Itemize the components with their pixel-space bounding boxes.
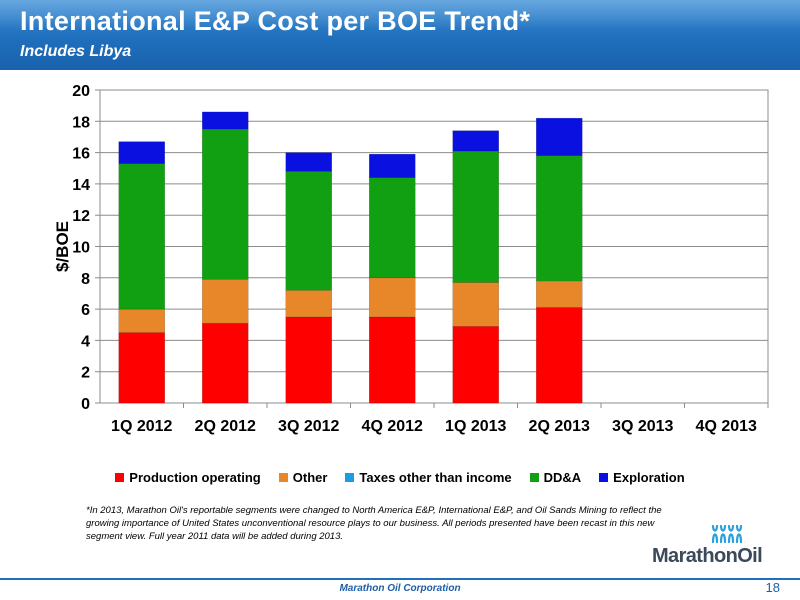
bar-segment-production-operating: [202, 322, 249, 404]
legend-swatch: [599, 472, 609, 482]
bar-segment-exploration: [202, 111, 249, 130]
wave-logo-icon: [711, 524, 742, 544]
x-category-label: 2Q 2012: [195, 418, 256, 435]
bar-segment-exploration: [452, 130, 499, 152]
bar-segment-other: [452, 282, 499, 327]
y-tick-label: 6: [81, 302, 90, 319]
legend-label: Taxes other than income: [359, 469, 512, 485]
legend-swatch: [345, 472, 355, 482]
legend-swatch: [529, 472, 539, 482]
footer-company: Marathon Oil Corporation: [339, 583, 461, 594]
chart-legend: Production operating Other Taxes other tha…: [0, 468, 800, 486]
bar-segment-other: [369, 277, 416, 318]
company-logo: MarathonOil: [648, 522, 788, 572]
stacked-bar-chart: 0 2 4 6 8 10 12 14 16 18 20 $/BOE 1Q 2012 2Q 2012 3Q 2…: [53, 83, 769, 435]
legend-item: DD&A: [529, 469, 582, 485]
bar-segment-production-operating: [536, 307, 583, 404]
legend-item: Other: [278, 469, 328, 485]
y-tick-label: 10: [72, 240, 90, 257]
legend-item: Exploration: [599, 470, 685, 485]
bar-segment-other: [118, 308, 165, 333]
legend-label: Other: [292, 469, 328, 485]
y-tick-label: 18: [72, 114, 90, 131]
bar-segment-exploration: [536, 117, 583, 156]
bar-segment-dd-a: [118, 163, 165, 310]
bar-segment-other: [536, 280, 583, 308]
x-category-label: 2Q 2013: [529, 418, 590, 435]
footnote: *In 2013, Marathon Oil's reportable segm…: [86, 505, 662, 542]
y-tick-label: 14: [72, 177, 90, 194]
legend-item: Taxes other than income: [345, 469, 512, 485]
y-tick-label: 16: [72, 146, 90, 163]
bar-segment-dd-a: [285, 171, 332, 291]
title-banner: International E&P Cost per BOE Trend* In…: [0, 0, 800, 70]
legend-swatch: [278, 472, 288, 482]
slide-subtitle: Includes Libya: [20, 43, 132, 60]
y-tick-label: 4: [81, 333, 90, 350]
bar-segment-production-operating: [452, 326, 499, 404]
bar-segment-exploration: [285, 152, 332, 172]
bar-segment-exploration: [118, 141, 165, 164]
y-tick-label: 20: [72, 83, 90, 100]
bar-segment-production-operating: [118, 332, 165, 404]
x-category-label: 3Q 2013: [612, 418, 673, 435]
x-category-label: 3Q 2012: [278, 418, 339, 435]
title-banner-highlight: [0, 0, 800, 30]
bar-segment-exploration: [369, 153, 416, 178]
x-category-label: 4Q 2012: [362, 418, 423, 435]
y-tick-label: 2: [81, 365, 90, 382]
x-category-label: 1Q 2013: [445, 418, 506, 435]
footer: Marathon Oil Corporation 18: [0, 578, 800, 600]
bar-segment-other: [202, 279, 249, 324]
x-category-label: 4Q 2013: [696, 418, 757, 435]
y-tick-label: 0: [81, 396, 90, 413]
legend-label: Exploration: [613, 469, 685, 485]
bar-segment-other: [285, 290, 332, 318]
legend-swatch: [115, 472, 125, 482]
bar-segment-dd-a: [536, 155, 583, 282]
legend-label: Production operating: [129, 469, 261, 485]
legend-label: DD&A: [543, 469, 582, 485]
y-tick-label: 8: [81, 271, 90, 288]
legend-item: Production operating: [115, 469, 261, 485]
bar-segment-production-operating: [285, 316, 332, 404]
page-number: 18: [765, 580, 780, 595]
logo-wordmark: MarathonOil: [652, 545, 763, 567]
footer-rule: [0, 578, 800, 580]
slide-title: International E&P Cost per BOE Trend*: [20, 6, 531, 36]
bar-segment-dd-a: [452, 150, 499, 283]
bar-segment-dd-a: [202, 128, 249, 280]
x-category-label: 1Q 2012: [111, 418, 172, 435]
bar-segment-dd-a: [369, 177, 416, 279]
y-tick-label: 12: [72, 208, 90, 225]
y-axis-label: $/BOE: [53, 221, 72, 272]
bar-segment-production-operating: [369, 316, 416, 404]
